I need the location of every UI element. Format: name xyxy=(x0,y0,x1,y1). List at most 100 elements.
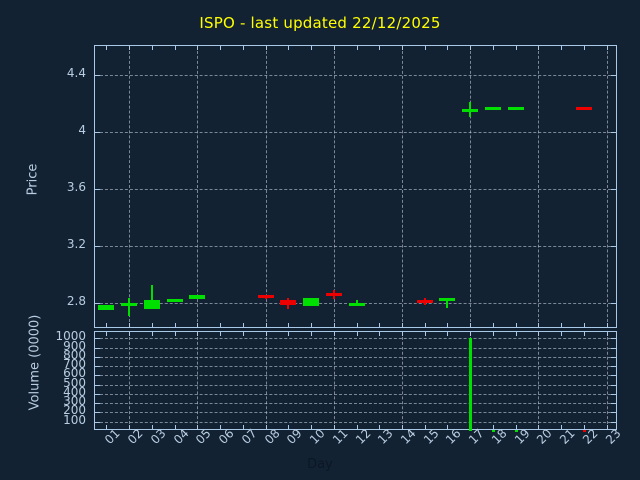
day-axis-tick xyxy=(242,425,244,429)
day-axis-tick xyxy=(424,332,426,336)
candle-body xyxy=(98,304,115,311)
x-axis-title: Day xyxy=(307,457,333,472)
price-tick-label: 4.4 xyxy=(66,65,86,80)
price-axis-tick xyxy=(611,246,616,248)
day-axis-tick xyxy=(288,46,290,50)
day-axis-tick xyxy=(151,332,153,336)
volume-axis-tick xyxy=(611,393,616,395)
price-axis-tick xyxy=(611,188,616,190)
candle-body xyxy=(416,300,433,304)
candle-body xyxy=(462,108,479,112)
price-axis-tick xyxy=(95,74,100,76)
day-axis-tick xyxy=(242,46,244,50)
day-gridline xyxy=(129,46,131,327)
day-axis-tick xyxy=(492,323,494,327)
day-axis-tick xyxy=(129,332,131,336)
volume-gridline xyxy=(95,393,616,395)
volume-axis-tick xyxy=(95,412,100,414)
day-axis-tick xyxy=(538,332,540,336)
day-axis-tick xyxy=(492,332,494,336)
volume-gridline xyxy=(95,421,616,423)
candle-wick xyxy=(128,297,131,317)
day-axis-tick xyxy=(356,332,358,336)
day-axis-tick xyxy=(197,332,199,336)
price-tick-label: 3.2 xyxy=(66,237,86,252)
day-axis-tick xyxy=(151,46,153,50)
day-axis-tick xyxy=(515,46,517,50)
price-plot-area xyxy=(94,45,617,328)
day-axis-tick xyxy=(197,46,199,50)
day-axis-tick xyxy=(174,46,176,50)
price-gridline xyxy=(95,188,616,190)
day-axis-tick xyxy=(401,332,403,336)
day-gridline xyxy=(265,332,267,429)
day-axis-tick xyxy=(220,46,222,50)
volume-axis-tick xyxy=(611,421,616,423)
day-axis-tick xyxy=(606,332,608,336)
volume-bar xyxy=(514,429,518,432)
day-axis-tick xyxy=(333,323,335,327)
price-axis-tick xyxy=(95,303,100,305)
volume-gridline xyxy=(95,384,616,386)
volume-bar xyxy=(582,429,586,432)
price-axis-tick xyxy=(611,131,616,133)
price-tick-label: 2.8 xyxy=(66,294,86,309)
day-axis-tick xyxy=(106,332,108,336)
candle-body xyxy=(575,107,592,111)
price-gridline xyxy=(95,131,616,133)
volume-bar xyxy=(491,429,495,432)
day-axis-tick xyxy=(151,323,153,327)
day-gridline xyxy=(129,332,131,429)
candle-body xyxy=(507,107,524,111)
volume-gridline xyxy=(95,338,616,340)
day-axis-tick xyxy=(606,323,608,327)
volume-axis-tick xyxy=(95,347,100,349)
volume-tick-label: 900 xyxy=(63,338,86,353)
volume-gridline xyxy=(95,347,616,349)
day-gridline xyxy=(265,46,267,327)
day-axis-tick xyxy=(492,46,494,50)
day-axis-tick xyxy=(220,332,222,336)
volume-axis-tick xyxy=(95,403,100,405)
volume-tick-label: 100 xyxy=(63,412,86,427)
price-axis-tick xyxy=(611,303,616,305)
day-axis-tick xyxy=(242,323,244,327)
day-axis-tick xyxy=(606,425,608,429)
day-axis-tick xyxy=(424,46,426,50)
day-axis-tick xyxy=(288,323,290,327)
day-axis-tick xyxy=(265,323,267,327)
price-gridline xyxy=(95,246,616,248)
day-gridline xyxy=(606,332,608,429)
day-axis-tick xyxy=(515,332,517,336)
day-axis-tick xyxy=(220,425,222,429)
candle-body xyxy=(257,294,274,298)
day-gridline xyxy=(333,332,335,429)
candle-body xyxy=(143,300,160,309)
day-axis-tick xyxy=(401,425,403,429)
volume-tick-label: 500 xyxy=(63,375,86,390)
day-axis-tick xyxy=(265,425,267,429)
volume-gridline xyxy=(95,356,616,358)
day-axis-tick xyxy=(311,323,313,327)
volume-axis-tick xyxy=(611,356,616,358)
day-axis-tick xyxy=(424,323,426,327)
day-axis-tick xyxy=(311,46,313,50)
day-axis-tick xyxy=(583,332,585,336)
day-gridline xyxy=(333,46,335,327)
day-axis-tick xyxy=(401,323,403,327)
day-gridline xyxy=(538,332,540,429)
day-axis-tick xyxy=(561,425,563,429)
volume-gridline xyxy=(95,375,616,377)
day-axis-tick xyxy=(538,46,540,50)
price-axis-tick xyxy=(95,246,100,248)
volume-tick-label: 700 xyxy=(63,357,86,372)
candle-body xyxy=(121,303,138,307)
day-axis-tick xyxy=(129,323,131,327)
day-axis-tick xyxy=(265,46,267,50)
volume-axis-tick xyxy=(95,375,100,377)
volume-tick-label: 200 xyxy=(63,403,86,418)
day-axis-tick xyxy=(174,323,176,327)
candle-body xyxy=(189,294,206,299)
volume-tick-label: 800 xyxy=(63,347,86,362)
